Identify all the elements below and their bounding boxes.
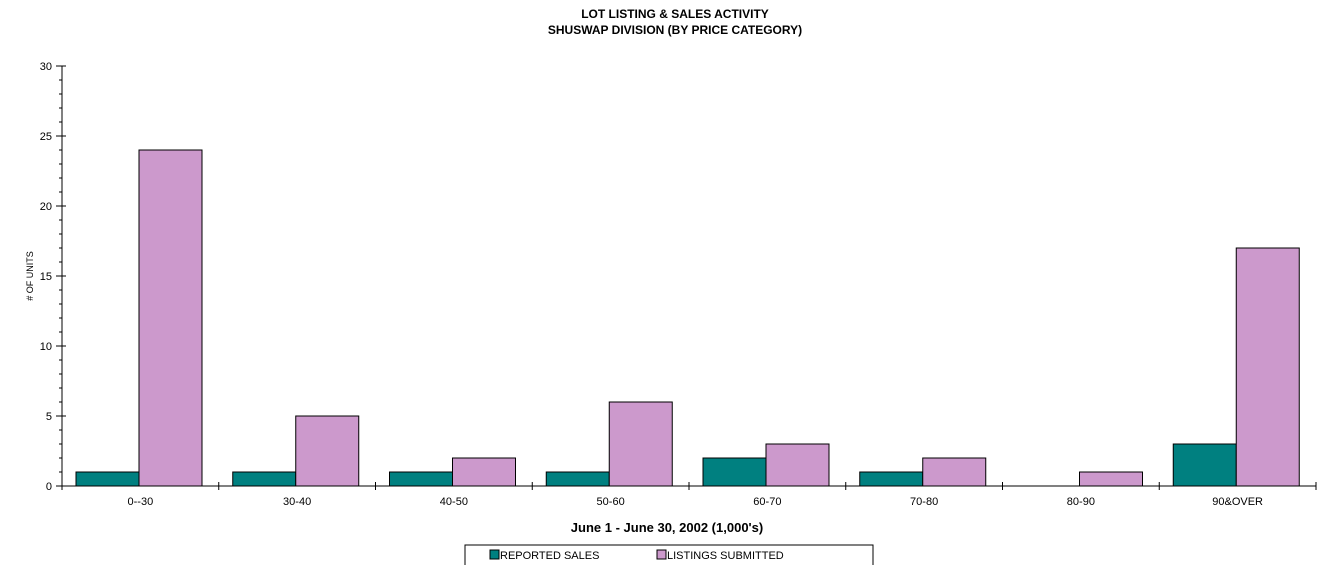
chart-title: LOT LISTING & SALES ACTIVITY <box>581 7 769 21</box>
y-tick-label: 15 <box>40 271 52 283</box>
y-tick-label: 10 <box>40 341 52 353</box>
plot-area: 0 5 10 15 20 25 30 0--30 30-40 40-50 50-60 60-70 70-… <box>40 61 1317 508</box>
y-tick-label: 30 <box>40 61 52 73</box>
x-tick-label: 0--30 <box>128 496 154 508</box>
legend-label-listings-submitted: LISTINGS SUBMITTED <box>667 550 784 562</box>
bar-listings-submitted-40-50 <box>452 457 516 487</box>
y-axis-label: # OF UNITS <box>25 251 35 301</box>
bar-listings-submitted-50-60 <box>608 401 673 487</box>
bar-listings-submitted-30-40 <box>295 415 360 487</box>
bar-reported-sales-60-70 <box>702 457 767 487</box>
x-tick-label: 30-40 <box>283 496 311 508</box>
y-tick-label: 20 <box>40 201 52 213</box>
x-tick-label: 90&OVER <box>1212 496 1263 508</box>
bar-reported-sales-50-60 <box>545 471 610 487</box>
legend-box <box>464 544 874 565</box>
bar-reported-sales-70-80 <box>859 471 924 487</box>
bar-listings-submitted-0-30 <box>138 149 203 487</box>
bar-listings-submitted-80-90 <box>1079 471 1143 487</box>
bar-reported-sales-40-50 <box>389 471 453 487</box>
y-tick-label: 0 <box>46 481 52 493</box>
legend-swatch-reported-sales <box>489 549 500 560</box>
x-axis-label: June 1 - June 30, 2002 (1,000's) <box>571 520 763 535</box>
bar-reported-sales-30-40 <box>232 471 297 487</box>
chart-subtitle: SHUSWAP DIVISION (BY PRICE CATEGORY) <box>548 23 802 37</box>
y-tick-label: 25 <box>40 131 52 143</box>
bar-reported-sales-0-30 <box>75 471 140 487</box>
legend: REPORTED SALES LISTINGS SUBMITTED <box>464 544 874 565</box>
bar-listings-submitted-70-80 <box>922 457 987 487</box>
x-tick-label: 70-80 <box>910 496 938 508</box>
x-tick-label: 60-70 <box>753 496 781 508</box>
x-tick-label: 40-50 <box>440 496 468 508</box>
bar-reported-sales-90-over <box>1172 443 1237 487</box>
bar-listings-submitted-90-over <box>1235 247 1300 487</box>
bar-listings-submitted-60-70 <box>765 443 830 487</box>
x-tick-label: 50-60 <box>597 496 625 508</box>
legend-swatch-listings-submitted <box>656 549 667 560</box>
legend-label-reported-sales: REPORTED SALES <box>500 550 599 562</box>
y-tick-label: 5 <box>46 411 52 423</box>
x-tick-label: 80-90 <box>1067 496 1095 508</box>
